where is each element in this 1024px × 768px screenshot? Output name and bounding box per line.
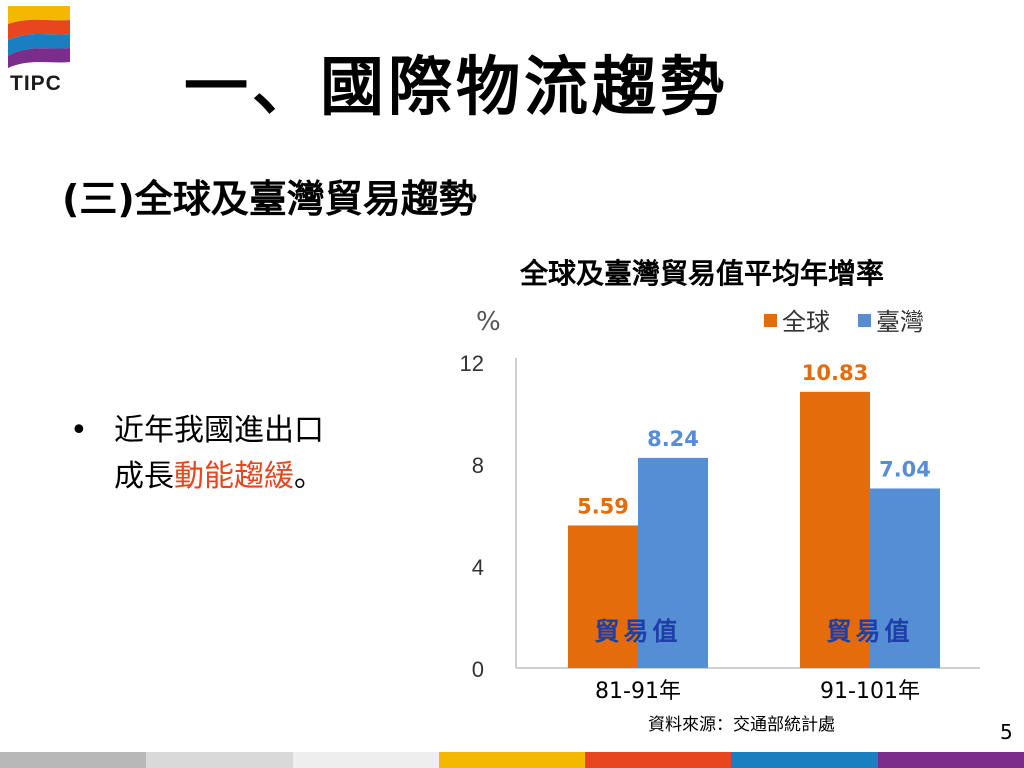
footer-color-stripe	[0, 752, 1024, 768]
bullet-line-1: 近年我國進出口	[114, 413, 324, 448]
bar-chart: % 0 4 8 12 5.59 8.24 貿易值 81-91年 10.83 7.04 貿易值 91-10…	[460, 307, 980, 704]
legend-entry: 全球	[782, 308, 830, 336]
bar-全球	[568, 525, 638, 668]
stripe-segment	[0, 752, 147, 768]
y-tick-label: 8	[472, 453, 484, 478]
bullet-line-2: 成長動能趨緩。	[114, 454, 414, 500]
stripe-segment	[585, 752, 732, 768]
bar-annotation: 貿易值	[594, 617, 681, 646]
y-tick-label: 4	[472, 555, 484, 580]
legend-swatch	[858, 314, 871, 327]
page-number: 5	[1000, 720, 1013, 744]
x-tick-label: 81-91年	[595, 679, 681, 704]
stripe-segment	[877, 752, 1024, 768]
bar-annotation: 貿易值	[826, 617, 913, 646]
data-source: 資料來源：交通部統計處	[648, 715, 835, 735]
logo-text: TIPC	[10, 72, 62, 95]
bar-臺灣	[638, 457, 708, 668]
data-label: 7.04	[879, 457, 931, 481]
stripe-segment	[292, 752, 439, 768]
bullet-line-2-suffix: 。	[294, 459, 324, 494]
data-label: 10.83	[802, 361, 868, 385]
stripe-segment	[731, 752, 878, 768]
data-label: 8.24	[647, 427, 699, 451]
legend-swatch	[764, 314, 777, 327]
bar-臺灣	[870, 488, 940, 668]
stripe-segment	[438, 752, 586, 768]
stripe-segment	[146, 752, 293, 768]
y-tick-label: 12	[460, 351, 484, 376]
tipc-logo-mark	[8, 6, 70, 68]
bullet-marker: •	[70, 413, 88, 448]
x-tick-label: 91-101年	[820, 679, 920, 704]
chart-title: 全球及臺灣貿易值平均年增率	[520, 257, 885, 290]
data-label: 5.59	[577, 494, 629, 518]
y-tick-label: 0	[472, 657, 484, 682]
legend-entry: 臺灣	[876, 308, 924, 336]
bar-全球	[800, 391, 870, 668]
slide-title: 一、國際物流趨勢	[184, 51, 728, 125]
bullet-line-2-prefix: 成長	[114, 459, 174, 494]
slide-subtitle: (三)全球及臺灣貿易趨勢	[62, 177, 477, 221]
tipc-logo: TIPC	[4, 2, 76, 98]
y-axis-label: %	[476, 307, 501, 337]
bullet-highlight: 動能趨緩	[174, 459, 294, 494]
